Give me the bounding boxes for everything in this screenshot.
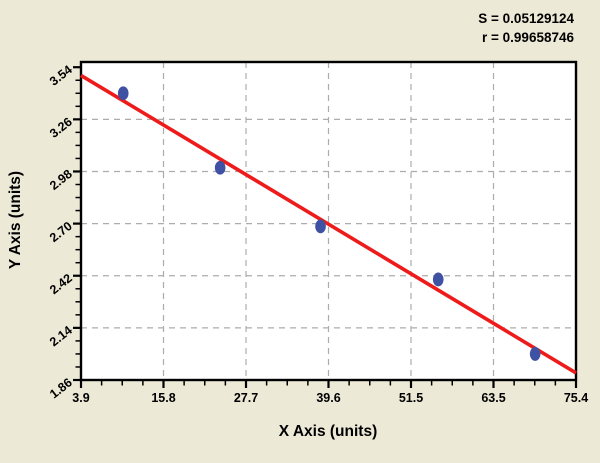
y-tick-label: 2.70 [47,219,75,245]
stat-r-value: r = 0.99658746 [482,30,574,45]
x-tick-label: 15.8 [151,391,175,405]
data-point [432,272,444,287]
x-tick-label: 39.6 [316,391,340,405]
y-tick-label: 2.98 [47,167,75,193]
x-tick-label: 75.4 [564,391,588,405]
y-tick-label: 2.42 [47,271,75,297]
data-point [315,219,326,234]
stat-s-value: S = 0.05129124 [478,11,574,26]
y-tick-label: 3.26 [47,115,75,141]
x-axis-title: X Axis (units) [278,423,378,440]
regression-stats: S = 0.05129124 r = 0.99658746 [478,9,574,47]
x-tick-label: 3.9 [72,391,89,405]
x-tick-label: 27.7 [234,391,258,405]
data-point [117,86,129,101]
regression-line [80,73,577,375]
y-tick-label: 3.54 [47,63,75,89]
y-axis-title: Y Axis (units) [7,170,24,270]
y-tick-label: 2.14 [47,323,75,349]
y-tick-label: 1.86 [47,375,75,401]
data-point [529,347,541,361]
x-tick-label: 51.5 [399,391,423,405]
plot-border [79,60,578,382]
data-point [214,160,226,175]
x-tick-label: 63.5 [481,391,505,405]
